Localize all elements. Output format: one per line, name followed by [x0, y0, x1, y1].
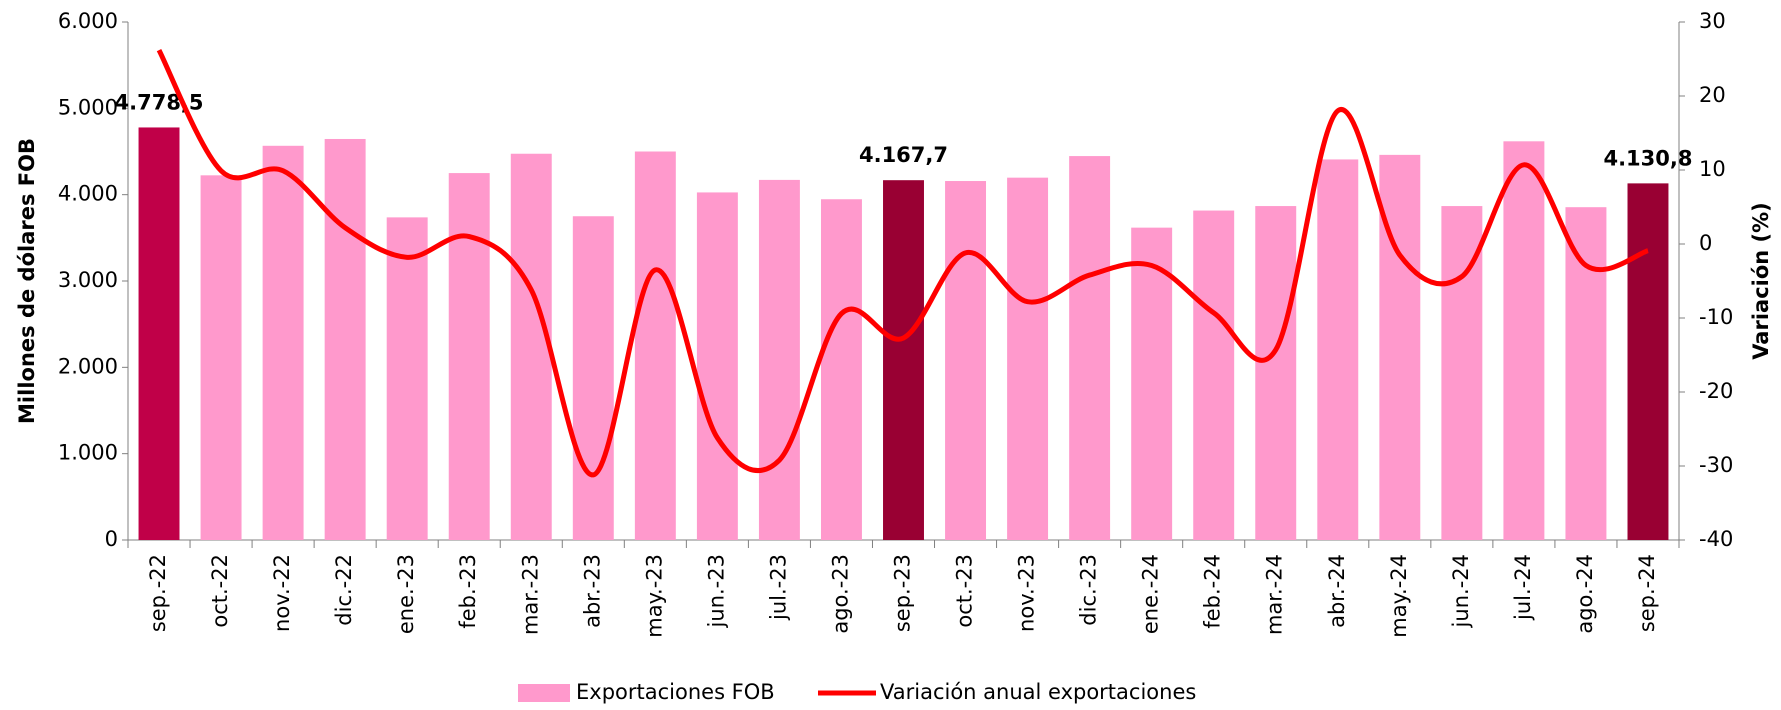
- x-tick-label: oct.-23: [953, 554, 977, 628]
- bar: [510, 153, 552, 540]
- x-tick-label: ago.-24: [1573, 554, 1597, 634]
- bar: [386, 217, 428, 541]
- y2-tick-label: -10: [1699, 305, 1733, 329]
- y2-tick-label: 20: [1699, 83, 1726, 107]
- x-tick-label: nov.-22: [270, 554, 294, 632]
- bar: [1007, 177, 1049, 540]
- x-tick-label: jun.-23: [704, 554, 728, 628]
- bar: [696, 192, 738, 540]
- bar: [1627, 183, 1669, 540]
- x-tick-label: sep.-22: [146, 554, 170, 632]
- x-tick-label: oct.-22: [208, 554, 232, 628]
- x-tick-label: ene.-24: [1139, 554, 1163, 634]
- bar: [883, 180, 924, 540]
- x-tick-label: abr.-24: [1325, 554, 1349, 628]
- x-tick-label: sep.-23: [891, 554, 915, 632]
- bar: [945, 181, 987, 540]
- x-tick-label: jul.-24: [1511, 554, 1535, 621]
- x-tick-label: dic.-22: [332, 554, 356, 626]
- y2-tick-label: 0: [1699, 231, 1712, 255]
- legend-swatch: [518, 684, 570, 702]
- bar: [572, 216, 614, 540]
- legend-label: Variación anual exportaciones: [880, 680, 1196, 704]
- x-tick-label: feb.-23: [456, 554, 480, 629]
- y-tick-label: 1.000: [58, 441, 118, 465]
- y2-tick-label: -20: [1699, 379, 1733, 403]
- x-tick-label: abr.-23: [580, 554, 604, 628]
- data-label: 4.778,5: [115, 90, 204, 114]
- x-tick-label: mar.-23: [518, 554, 542, 635]
- bar: [1069, 156, 1111, 540]
- bar: [1565, 207, 1607, 540]
- y2-tick-label: -30: [1699, 453, 1733, 477]
- x-tick-label: feb.-24: [1201, 554, 1225, 629]
- x-tick-label: jul.-23: [766, 554, 790, 621]
- y2-tick-label: 30: [1699, 9, 1726, 33]
- y-tick-label: 4.000: [58, 182, 118, 206]
- bar: [1379, 154, 1421, 540]
- bar: [200, 175, 242, 540]
- bar: [448, 173, 490, 541]
- x-tick-label: may.-23: [642, 554, 666, 638]
- bar: [758, 179, 800, 540]
- legend-label: Exportaciones FOB: [576, 680, 775, 704]
- y2-axis-title: Variación (%): [1749, 202, 1773, 360]
- line: [156, 48, 1649, 478]
- bar: [1317, 159, 1359, 540]
- bar: [324, 138, 366, 540]
- bar: [820, 199, 862, 540]
- x-tick-label: ene.-23: [394, 554, 418, 634]
- bar: [1503, 141, 1545, 540]
- y-tick-label: 6.000: [58, 9, 118, 33]
- bar: [1193, 210, 1235, 540]
- y-tick-label: 3.000: [58, 268, 118, 292]
- x-tick-label: sep.-24: [1635, 554, 1659, 632]
- data-label: 4.130,8: [1603, 146, 1692, 170]
- bar: [138, 127, 180, 540]
- x-tick-label: ago.-23: [828, 554, 852, 634]
- x-tick-label: nov.-23: [1015, 554, 1039, 632]
- y2-tick-label: 10: [1699, 157, 1726, 181]
- y-tick-label: 2.000: [58, 354, 118, 378]
- y-tick-label: 0: [105, 527, 118, 551]
- x-tick-label: jun.-24: [1449, 554, 1473, 628]
- x-tick-label: mar.-24: [1263, 554, 1287, 635]
- bar: [1255, 206, 1297, 540]
- bar: [262, 145, 304, 540]
- x-tick-label: dic.-23: [1077, 554, 1101, 626]
- bar: [1131, 227, 1173, 540]
- data-label: 4.167,7: [859, 143, 948, 167]
- x-tick-label: may.-24: [1387, 554, 1411, 638]
- y2-tick-label: -40: [1699, 527, 1733, 551]
- bar: [634, 151, 676, 540]
- y-axis-title: Millones de dólares FOB: [15, 138, 39, 424]
- y-tick-label: 5.000: [58, 95, 118, 119]
